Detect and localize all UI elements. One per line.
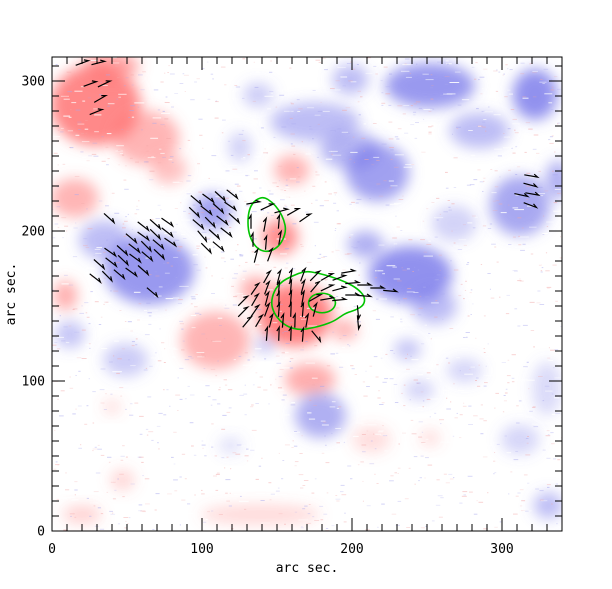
x-axis-label: arc sec. — [276, 561, 339, 576]
y-tick-label: 200 — [22, 225, 45, 240]
y-tick-label: 300 — [22, 75, 45, 90]
x-tick-label: 200 — [340, 542, 363, 557]
x-tick-label: 0 — [48, 542, 56, 557]
x-tick-label: 100 — [190, 542, 213, 557]
y-axis-label: arc sec. — [4, 263, 19, 326]
y-tick-label: 0 — [37, 525, 45, 540]
contour-inner-loop — [307, 292, 337, 314]
field-map-layer — [52, 57, 562, 531]
contour-main-loop — [270, 270, 366, 331]
x-tick-label: 300 — [490, 542, 513, 557]
y-tick-label: 100 — [22, 375, 45, 390]
contour-upper-loop — [247, 196, 287, 253]
